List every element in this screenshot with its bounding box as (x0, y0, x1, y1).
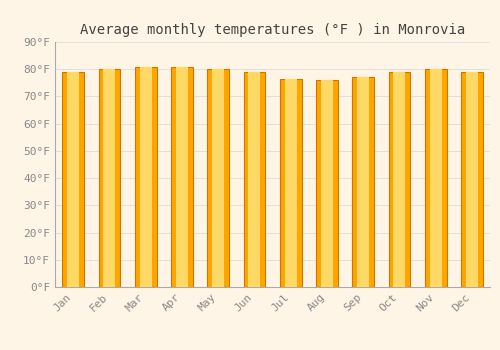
Title: Average monthly temperatures (°F ) in Monrovia: Average monthly temperatures (°F ) in Mo… (80, 23, 465, 37)
Bar (176, 66, 188, 287)
Bar (248, 72, 260, 287)
Bar (394, 72, 406, 287)
Bar (425, 69, 446, 287)
Bar (135, 66, 156, 287)
Bar (212, 69, 224, 287)
Bar (352, 77, 374, 287)
Bar (466, 72, 478, 287)
Bar (388, 72, 410, 287)
Bar (280, 79, 301, 287)
Bar (244, 72, 265, 287)
Bar (171, 66, 193, 287)
Bar (208, 69, 229, 287)
Bar (67, 72, 79, 287)
Bar (461, 72, 483, 287)
Bar (62, 72, 84, 287)
Bar (98, 69, 120, 287)
Bar (284, 79, 296, 287)
Bar (357, 77, 369, 287)
Bar (321, 80, 333, 287)
Bar (104, 69, 116, 287)
Bar (140, 66, 151, 287)
Bar (316, 80, 338, 287)
Bar (430, 69, 442, 287)
